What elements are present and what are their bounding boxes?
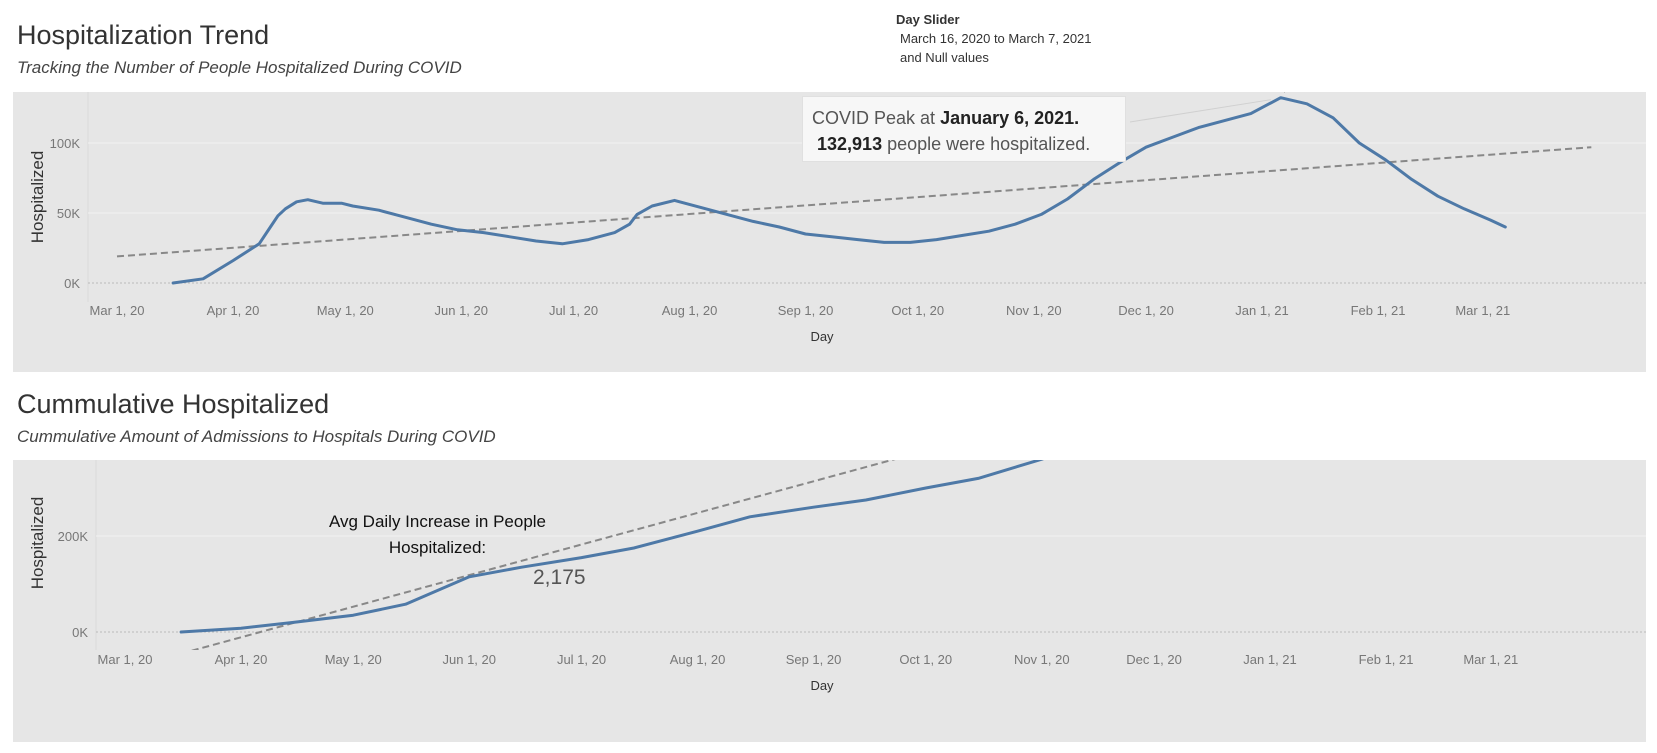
x-tick-label: Mar 1, 20: [98, 652, 153, 667]
x-tick-label: Apr 1, 20: [215, 652, 268, 667]
y-tick-label: 200K: [58, 529, 89, 544]
y-tick-label: 0K: [64, 276, 80, 291]
avg-label-line1: Avg Daily Increase in People: [328, 512, 547, 531]
x-tick-label: Jun 1, 20: [443, 652, 497, 667]
x-axis-title: Day: [810, 329, 834, 344]
x-tick-label: Feb 1, 21: [1359, 652, 1414, 667]
series-line: [171, 96, 1507, 285]
x-tick-label: Mar 1, 21: [1455, 303, 1510, 318]
peak-date: January 6, 2021.: [940, 108, 1080, 128]
x-tick-label: Sep 1, 20: [786, 652, 842, 667]
y-tick-label: 50K: [57, 206, 80, 221]
peak-count: 132,913: [817, 134, 883, 154]
x-tick-label: Dec 1, 20: [1118, 303, 1174, 318]
series-line: [179, 460, 1044, 634]
day-slider-label: Day Slider: [896, 12, 960, 27]
x-axis-title: Day: [810, 678, 834, 693]
x-tick-label: May 1, 20: [317, 303, 374, 318]
x-tick-label: Mar 1, 21: [1463, 652, 1518, 667]
day-slider-range: March 16, 2020 to March 7, 2021: [900, 31, 1092, 46]
x-tick-label: Oct 1, 20: [891, 303, 944, 318]
x-tick-label: Nov 1, 20: [1006, 303, 1062, 318]
avg-label-line2: Hospitalized:: [388, 538, 487, 557]
avg-daily-increase-label: Avg Daily Increase in People Hospitalize…: [300, 509, 575, 561]
y-axis-title: Hospitalized: [28, 151, 47, 244]
trend-line: [116, 146, 1592, 258]
x-tick-label: Apr 1, 20: [207, 303, 260, 318]
peak-suffix: people were hospitalized.: [882, 134, 1091, 154]
hospitalization-trend-plot: 0K 50K 100K Mar 1, 20 Apr 1, 20 May 1, 20 Jun …: [28, 92, 1646, 344]
bottom-chart-subtitle: Cummulative Amount of Admissions to Hosp…: [17, 427, 496, 446]
top-chart-title: Hospitalization Trend: [17, 20, 270, 50]
x-tick-label: Oct 1, 20: [899, 652, 952, 667]
day-slider[interactable]: Day Slider March 16, 2020 to March 7, 20…: [896, 10, 1092, 67]
top-chart-subtitle: Tracking the Number of People Hospitaliz…: [17, 58, 462, 77]
x-tick-label: Nov 1, 20: [1014, 652, 1070, 667]
x-tick-label: May 1, 20: [325, 652, 382, 667]
x-tick-label: Jul 1, 20: [549, 303, 598, 318]
peak-mark-label: 132,370: [1261, 92, 1308, 94]
x-tick-label: Aug 1, 20: [662, 303, 718, 318]
x-tick-label: Jun 1, 20: [435, 303, 489, 318]
y-axis-title: Hospitalized: [28, 497, 47, 590]
peak-callout: COVID Peak at January 6, 2021. 132,913 p…: [802, 96, 1126, 162]
x-tick-label: Feb 1, 21: [1351, 303, 1406, 318]
x-tick-label: Aug 1, 20: [670, 652, 726, 667]
y-tick-label: 0K: [72, 625, 88, 640]
x-tick-label: Jul 1, 20: [557, 652, 606, 667]
trend-line: [190, 460, 896, 650]
x-tick-label: Jan 1, 21: [1235, 303, 1289, 318]
bottom-chart-title: Cummulative Hospitalized: [17, 389, 330, 419]
x-tick-label: Sep 1, 20: [778, 303, 834, 318]
x-tick-label: Jan 1, 21: [1243, 652, 1297, 667]
peak-prefix: COVID Peak at: [812, 108, 941, 128]
day-slider-null-values: and Null values: [900, 50, 989, 65]
avg-daily-increase-value: 2,175: [533, 566, 586, 589]
x-tick-label: Dec 1, 20: [1126, 652, 1182, 667]
x-tick-label: Mar 1, 20: [90, 303, 145, 318]
peak-leader-line: [1129, 99, 1271, 123]
y-tick-label: 100K: [50, 136, 81, 151]
